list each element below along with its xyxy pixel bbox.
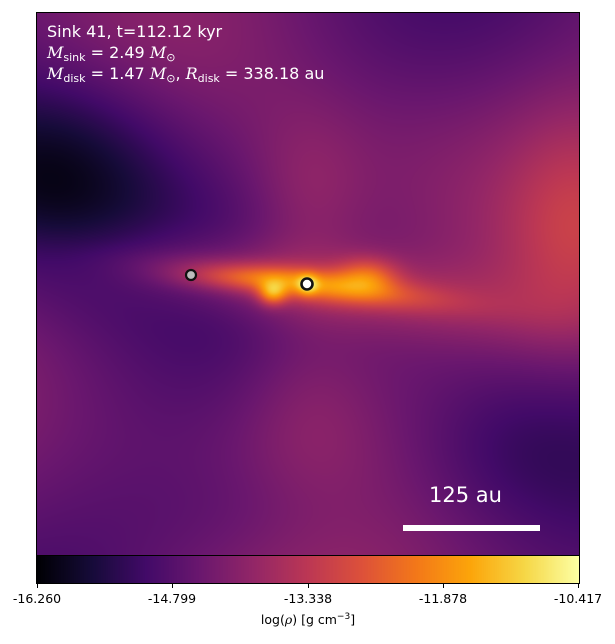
secondary-sink-marker xyxy=(184,268,198,282)
title-line-1: Sink 41, t=112.12 kyr xyxy=(47,22,223,41)
colorbar xyxy=(36,555,580,584)
colorbar-tick-label: -10.417 xyxy=(553,591,603,606)
colorbar-label: log(ρ) [g cm−3] xyxy=(260,612,356,628)
colorbar-tick-label: -16.260 xyxy=(12,591,62,606)
r-disk-value: 338.18 xyxy=(243,64,300,83)
sink-markers xyxy=(184,268,314,291)
scale-bar xyxy=(403,525,540,531)
title-line-3: Mdisk = 1.47 M⊙, Rdisk = 338.18 au xyxy=(47,64,325,85)
m-disk-value: 1.47 xyxy=(109,64,145,83)
colorbar-tick-label: -14.799 xyxy=(147,591,197,606)
primary-sink-marker xyxy=(300,277,314,291)
colorbar-tick xyxy=(308,583,309,588)
density-map-panel: Sink 41, t=112.12 kyr Msink = 2.49 M⊙ Md… xyxy=(36,12,580,556)
colorbar-tick xyxy=(172,583,173,588)
title-line-2: Msink = 2.49 M⊙ xyxy=(47,43,176,64)
colorbar-tick xyxy=(578,583,579,588)
colorbar-tick-label: -13.338 xyxy=(283,591,333,606)
colorbar-tick xyxy=(37,583,38,588)
colorbar-tick-label: -11.878 xyxy=(418,591,468,606)
m-sink-value: 2.49 xyxy=(109,43,145,62)
colorbar-tick xyxy=(443,583,444,588)
scale-bar-label: 125 au xyxy=(429,483,502,507)
